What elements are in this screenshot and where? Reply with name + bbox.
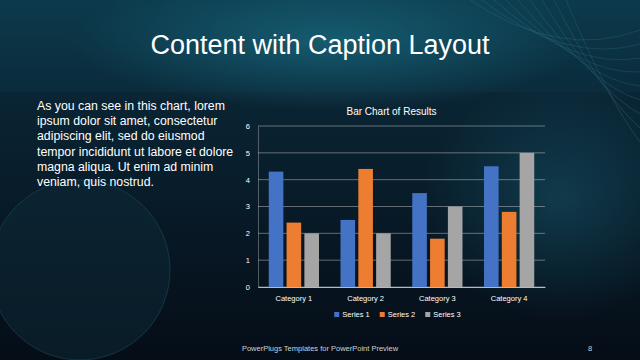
grid-line [258,152,545,153]
legend: Series 1 Series 2 Series 3 [334,310,461,319]
bar [502,212,517,287]
x-tick: Category 4 [491,294,528,303]
x-axis: Category 1 Category 2 Category 3 Category 4 [259,288,546,304]
y-tick-label: 6 [246,122,250,131]
grid-line [258,126,545,127]
legend-item: Series 3 [425,310,461,319]
slide-title: Content with Caption Layout [150,30,490,60]
legend-swatch [425,312,430,317]
slide: Content with Caption Layout PowerPlugs Te… [0,0,640,360]
y-tick: 5 [246,149,258,158]
legend-item: Series 1 [334,310,370,319]
y-tick-label: 5 [246,149,250,158]
bar [358,169,373,287]
legend-label: Series 3 [433,310,461,319]
grid-line [258,179,545,180]
x-tick: Category 3 [419,294,456,303]
bar [430,239,445,287]
y-tick: 4 [246,176,258,185]
legend-swatch [380,312,385,317]
x-tick: Category 1 [276,294,313,303]
bar [269,172,284,287]
y-tick-label: 1 [246,256,250,265]
page-number: 8 [588,344,592,353]
y-tick: 3 [246,202,258,211]
y-axis: 0 1 2 3 4 5 6 [246,122,259,292]
x-tick-label: Category 4 [491,294,528,303]
y-tick: 1 [246,256,258,265]
chart: Bar Chart of Results0123456Category 1Cat… [246,106,546,319]
x-tick: Category 2 [347,294,384,303]
bar [304,233,319,287]
legend-label: Series 2 [388,310,416,319]
bar [341,220,356,287]
caption: As you can see in this chart, lorem ipsu… [37,99,237,190]
legend-swatch [334,312,339,317]
decoration-band [0,0,640,92]
background-glow [420,80,640,320]
grid-line [258,206,545,207]
series [287,169,517,287]
y-tick: 2 [246,229,258,238]
bar [448,207,463,288]
legend-label: Series 1 [342,310,370,319]
x-tick-label: Category 3 [419,294,456,303]
x-tick-label: Category 1 [276,294,313,303]
series [269,166,499,287]
decoration [0,0,640,360]
series [304,153,534,287]
x-tick-label: Category 2 [347,294,384,303]
bar [520,153,535,287]
grid [258,126,545,287]
footer: PowerPlugs Templates for PowerPoint Prev… [242,344,399,353]
y-tick: 6 [246,122,258,131]
bar [484,166,499,287]
y-tick-label: 2 [246,229,250,238]
y-tick-label: 0 [246,283,250,292]
bars [269,153,534,287]
decoration-globe [0,180,170,360]
bar [376,233,391,287]
y-axis-line [258,127,259,288]
y-tick: 0 [246,283,258,292]
chart-title: Bar Chart of Results [346,106,436,117]
y-tick-label: 4 [246,176,250,185]
y-tick-label: 3 [246,202,250,211]
bar [287,223,302,287]
x-axis-line [259,287,546,288]
legend-item: Series 2 [380,310,416,319]
bar [412,193,427,287]
